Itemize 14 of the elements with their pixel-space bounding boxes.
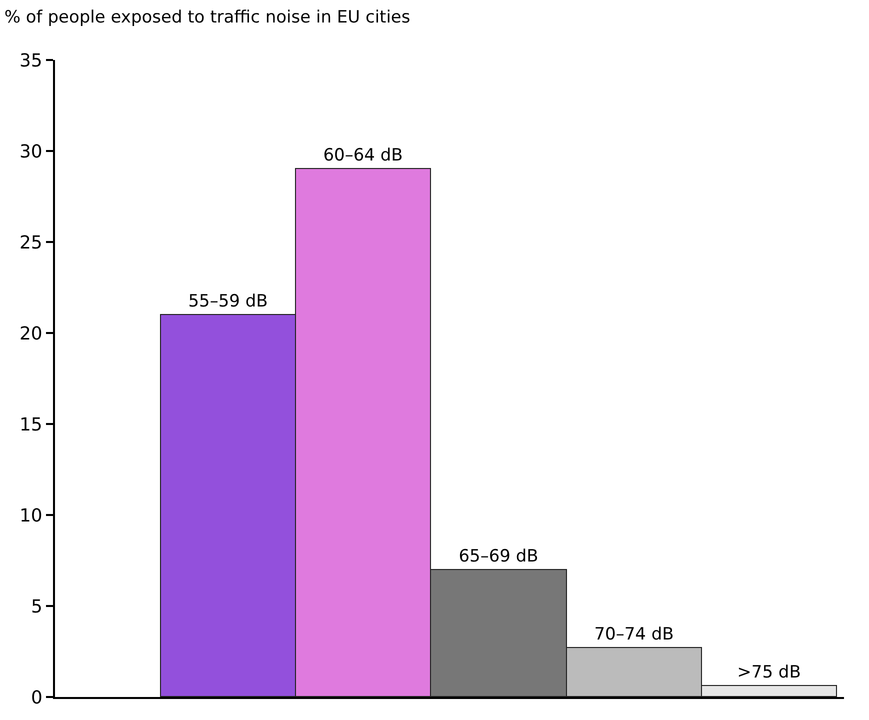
- y-tick-label: 10: [19, 505, 42, 526]
- y-tick-label: 20: [19, 323, 42, 344]
- y-tick-label: 5: [30, 596, 42, 618]
- x-tick-label: 65–69 dB: [458, 546, 538, 566]
- x-tick-label: >75 dB: [737, 662, 801, 682]
- x-tick-label: 55–59 dB: [188, 292, 268, 312]
- y-tick-label: 25: [19, 232, 42, 254]
- x-tick-label: 70–74 dB: [594, 624, 674, 644]
- y-tick-label: 35: [19, 50, 42, 72]
- y-tick-label: 30: [19, 141, 42, 162]
- x-tick-label: 60–64 dB: [323, 146, 403, 166]
- y-tick-label: 0: [30, 687, 42, 708]
- chart-title: % of people exposed to traffic noise in EU cities: [4, 8, 410, 28]
- y-tick-label: 15: [19, 414, 42, 436]
